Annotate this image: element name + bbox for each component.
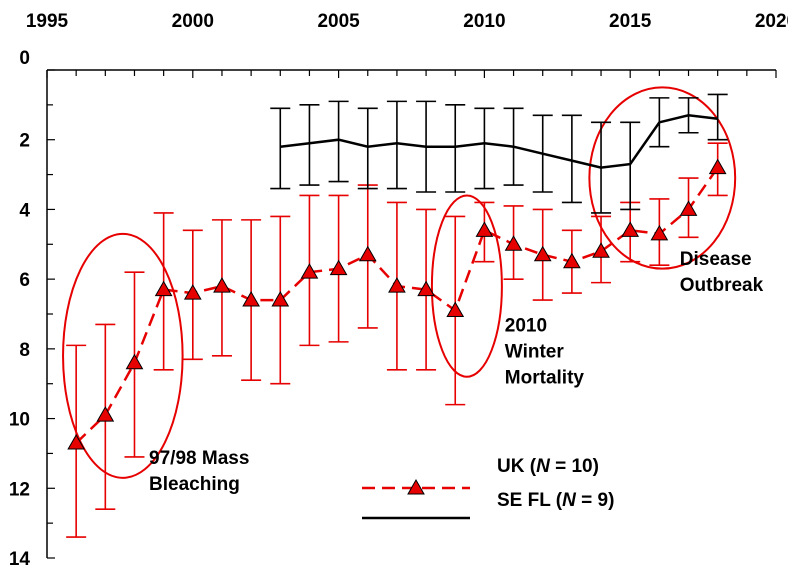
- legend-label: UK (N = 10): [497, 456, 599, 477]
- y-tick-label: 0: [19, 48, 30, 69]
- y-tick-label: 14: [9, 549, 31, 569]
- data-point: [329, 259, 348, 276]
- annotation-1: 2010 Winter Mortality: [430, 194, 585, 388]
- error-bar: [445, 104, 466, 193]
- data-point: [446, 301, 465, 318]
- legend-item-0: UK (N = 10): [362, 456, 599, 495]
- legend-marker: [407, 478, 425, 495]
- legend: UK (N = 10) SE FL (N = 9): [362, 456, 614, 520]
- x-tick-label: 2005: [317, 11, 360, 32]
- y-tick-label: 2: [19, 131, 30, 152]
- annotation-ellipse: [430, 194, 503, 378]
- error-bar: [561, 114, 582, 204]
- data-point: [213, 277, 231, 293]
- annotation-ellipse: [62, 232, 184, 479]
- data-point: [592, 242, 610, 258]
- series-1: [270, 93, 728, 214]
- error-bar: [474, 107, 495, 190]
- y-tick-label: 4: [19, 200, 30, 221]
- x-tick-label: 2010: [463, 11, 505, 32]
- error-bar: [357, 107, 378, 190]
- data-point: [533, 245, 552, 262]
- data-point: [708, 158, 727, 175]
- x-tick-label: 2000: [172, 11, 214, 32]
- y-tick-label: 6: [19, 270, 30, 291]
- series-layer: [66, 93, 728, 538]
- data-point: [67, 433, 86, 450]
- data-point: [96, 406, 115, 422]
- error-bar: [328, 100, 349, 183]
- series-line: [280, 114, 718, 169]
- annotation-text: 97/98 Mass Bleaching: [149, 448, 249, 495]
- data-point: [621, 221, 640, 237]
- data-point: [183, 284, 202, 300]
- data-point: [679, 200, 698, 216]
- data-point: [358, 245, 377, 262]
- data-point: [242, 291, 260, 307]
- data-point: [125, 353, 144, 370]
- data-point: [271, 291, 290, 307]
- annotation-2: Disease Outbreak: [588, 86, 764, 296]
- data-point: [388, 277, 406, 293]
- error-bar: [386, 100, 407, 190]
- series-0: [66, 142, 728, 538]
- error-bar: [270, 107, 291, 190]
- legend-item-1: SE FL (N = 9): [362, 490, 614, 520]
- data-point: [417, 280, 435, 297]
- annotation-text: 2010 Winter Mortality: [505, 315, 585, 388]
- annotation-text: Disease Outbreak: [680, 249, 764, 296]
- annotations: 97/98 Mass Bleaching 2010 Winter Mortality Di…: [62, 86, 764, 495]
- y-tick-label: 12: [9, 479, 30, 500]
- y-tick-label: 8: [19, 340, 30, 361]
- x-tick-label: 2015: [609, 11, 652, 32]
- data-point: [300, 263, 319, 279]
- data-point: [563, 252, 581, 269]
- error-bar: [707, 93, 728, 141]
- data-point: [504, 235, 523, 251]
- error-bar: [299, 104, 320, 186]
- annotation-0: 97/98 Mass Bleaching: [62, 232, 249, 495]
- legend-label: SE FL (N = 9): [497, 490, 614, 511]
- data-point: [650, 224, 669, 241]
- data-point: [475, 221, 494, 237]
- data-point: [154, 280, 173, 297]
- x-tick-label: 1995: [26, 11, 69, 32]
- y-tick-label: 10: [9, 410, 30, 431]
- annotation-ellipse: [588, 86, 737, 270]
- error-bar: [620, 121, 641, 211]
